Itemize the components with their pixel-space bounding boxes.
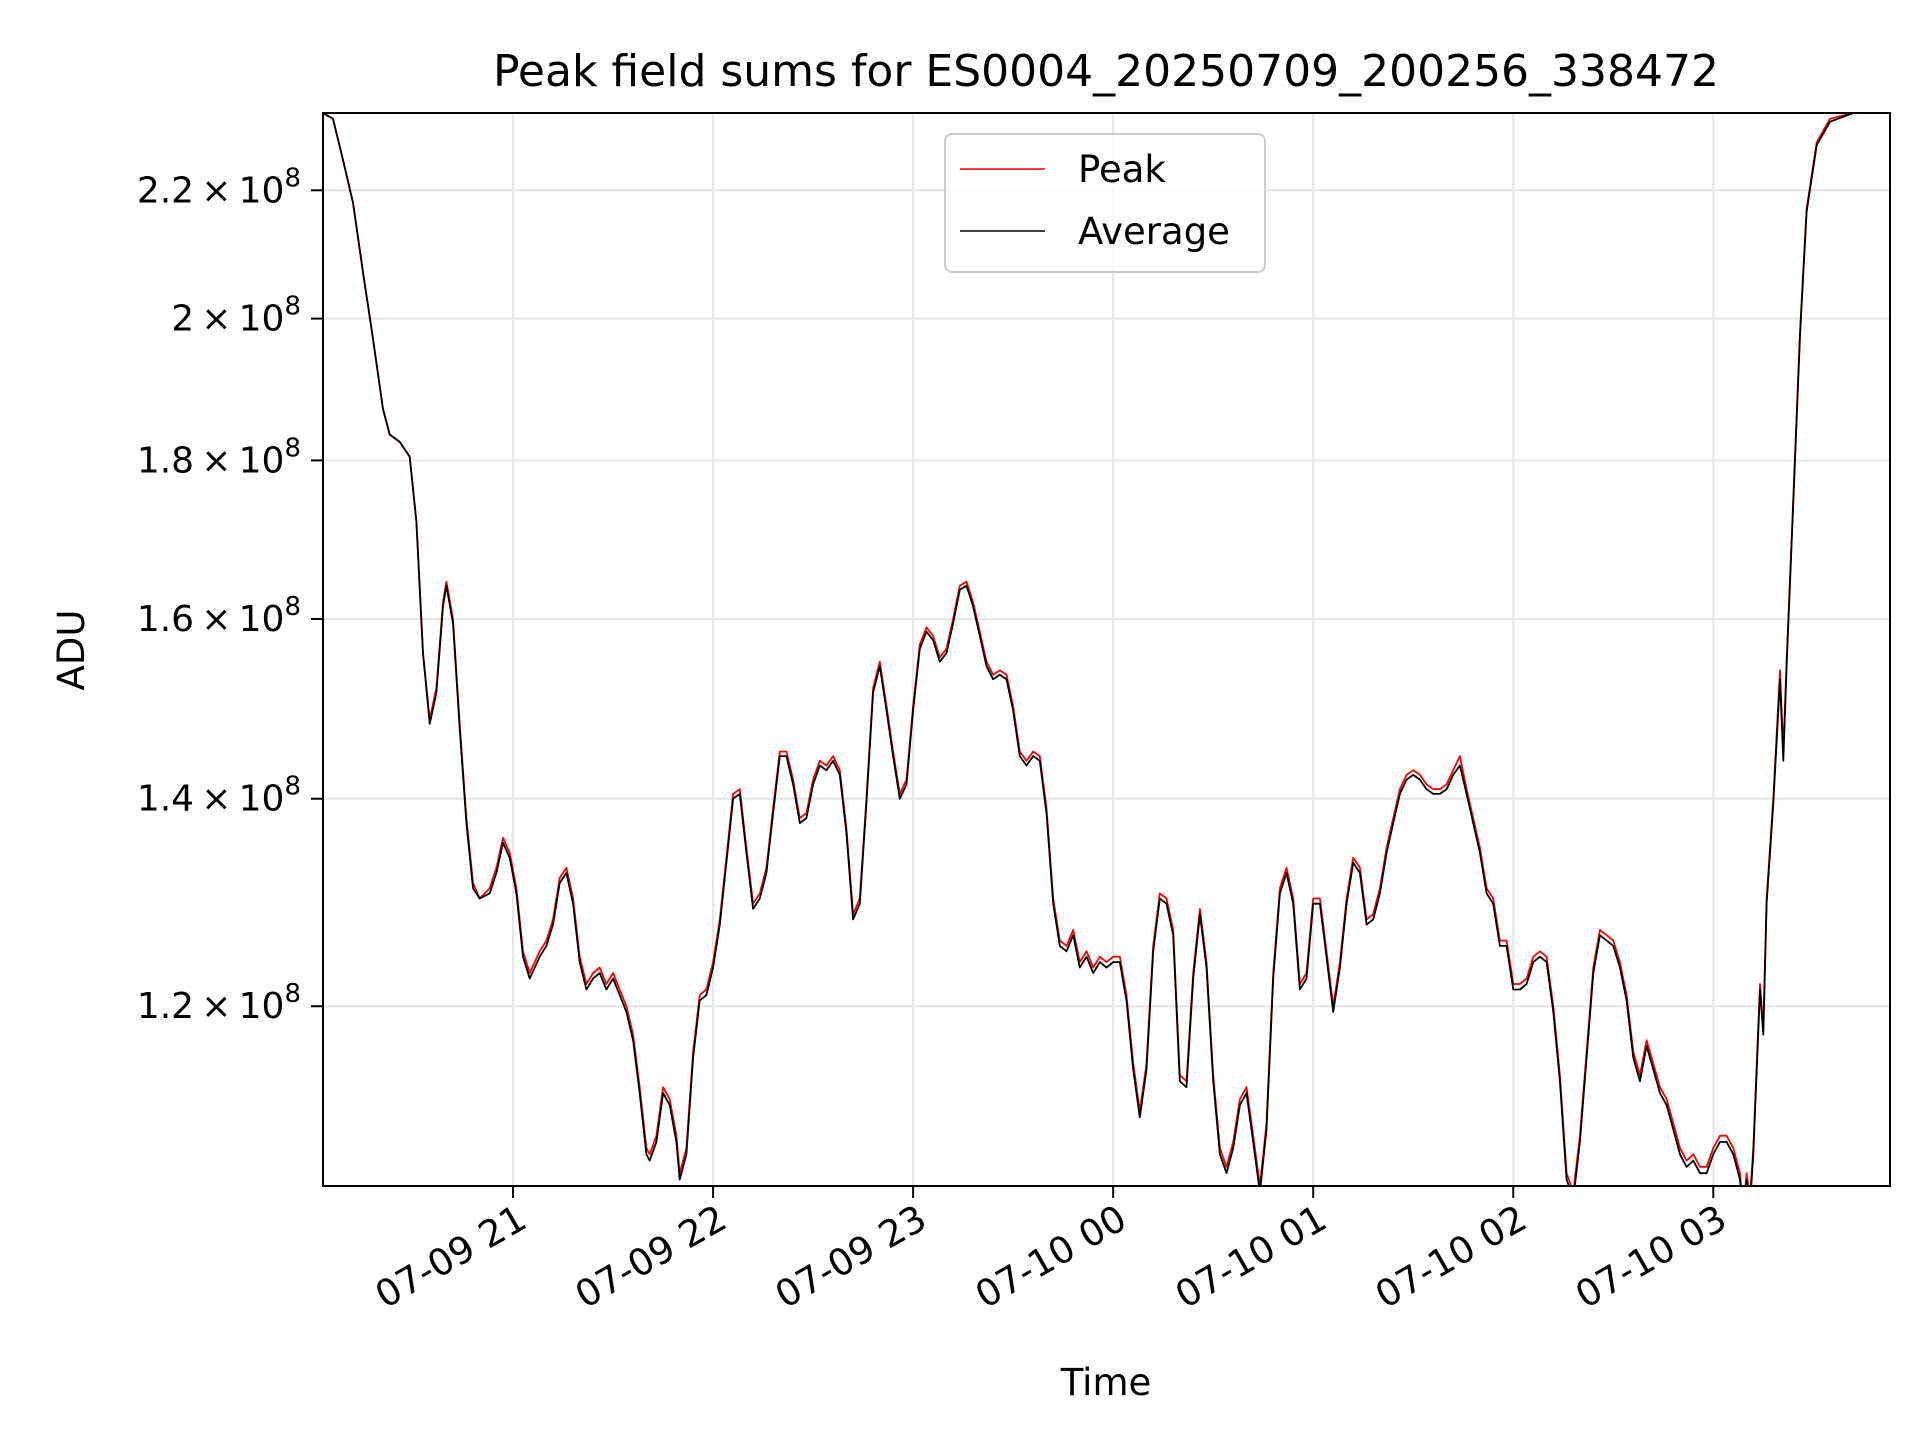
legend-label-average: Average [1078, 210, 1230, 253]
plot-area [323, 113, 1890, 1186]
y-tick-exponent: 8 [284, 979, 301, 1009]
y-tick-times: × 10 [194, 599, 284, 640]
y-tick-mantissa: 2.2 [137, 170, 194, 211]
y-tick-exponent: 8 [284, 292, 301, 322]
y-tick-label: 2.2 × 108 [137, 163, 301, 211]
y-tick-exponent: 8 [284, 592, 301, 622]
y-tick-label: 1.8 × 108 [137, 433, 301, 481]
series-layer [323, 113, 1890, 1186]
y-tick-label: 1.6 × 108 [137, 592, 301, 640]
y-tick-times: × 10 [194, 299, 284, 340]
y-tick-mantissa: 1.2 [137, 986, 194, 1027]
y-tick-mantissa: 1.8 [137, 440, 194, 481]
grid [323, 113, 1890, 1186]
y-tick-times: × 10 [194, 170, 284, 211]
legend-label-peak: Peak [1078, 148, 1166, 191]
y-tick-exponent: 8 [284, 433, 301, 463]
y-axis-label: ADU [50, 610, 93, 691]
x-axis-label: Time [1060, 1361, 1152, 1404]
chart-title: Peak field sums for ES0004_20250709_2002… [493, 46, 1719, 97]
series-line-average [323, 113, 1890, 1186]
y-tick-mantissa: 2 [171, 299, 194, 340]
y-tick-label: 1.4 × 108 [137, 772, 301, 820]
y-tick-times: × 10 [194, 440, 284, 481]
y-tick-exponent: 8 [284, 772, 301, 802]
y-tick-mantissa: 1.4 [137, 779, 194, 820]
y-tick-mantissa: 1.6 [137, 599, 194, 640]
series-line-peak [323, 113, 1890, 1186]
y-tick-times: × 10 [194, 779, 284, 820]
y-tick-label: 2 × 108 [171, 292, 301, 340]
legend: Peak Average [944, 133, 1266, 273]
y-tick-label: 1.2 × 108 [137, 979, 301, 1027]
y-tick-times: × 10 [194, 986, 284, 1027]
y-tick-exponent: 8 [284, 163, 301, 193]
axes-frame [322, 112, 1891, 1187]
